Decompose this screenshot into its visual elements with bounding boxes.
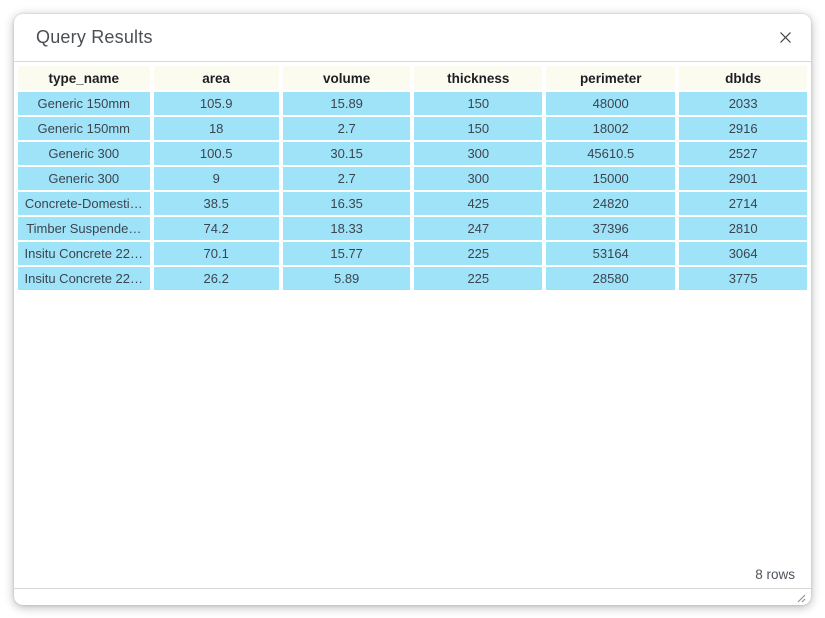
table-cell[interactable]: 48000 — [546, 92, 676, 115]
table-cell[interactable]: 74.2 — [153, 217, 279, 240]
table-cell[interactable]: 38.5 — [153, 192, 279, 215]
table-cell[interactable]: Generic 150mm — [18, 117, 150, 140]
table-cell[interactable]: 30.15 — [282, 142, 411, 165]
table-cell[interactable]: 2033 — [679, 92, 807, 115]
table-cell[interactable]: 16.35 — [282, 192, 411, 215]
table-body: Generic 150mm 105.9 15.89 150 48000 2033 Gener… — [18, 92, 807, 290]
table-cell[interactable]: 425 — [414, 192, 543, 215]
table-cell[interactable]: Insitu Concrete 22… — [18, 242, 150, 265]
table-row[interactable]: Generic 150mm 18 2.7 150 18002 2916 — [18, 117, 807, 140]
row-count-status: 8 rows — [14, 560, 811, 588]
table-cell[interactable]: Generic 300 — [18, 142, 150, 165]
table-cell[interactable]: 37396 — [546, 217, 676, 240]
table-cell[interactable]: 247 — [414, 217, 543, 240]
table-cell[interactable]: Generic 300 — [18, 167, 150, 190]
table-cell[interactable]: 2901 — [679, 167, 807, 190]
query-results-dialog: Query Results type_name ar — [14, 14, 811, 605]
dialog-title: Query Results — [36, 27, 153, 47]
table-cell[interactable]: 2714 — [679, 192, 807, 215]
column-header-thickness: thickness — [414, 66, 543, 90]
dialog-titlebar[interactable]: Query Results — [14, 14, 811, 62]
table-cell[interactable]: 24820 — [546, 192, 676, 215]
table-cell[interactable]: 225 — [414, 242, 543, 265]
table-cell[interactable]: 105.9 — [153, 92, 279, 115]
column-header-type_name: type_name — [18, 66, 150, 90]
table-cell[interactable]: Concrete-Domesti… — [18, 192, 150, 215]
table-cell[interactable]: 9 — [153, 167, 279, 190]
column-header-dbIds: dbIds — [679, 66, 807, 90]
table-header-row: type_name area volume thickness perimeter dbI… — [18, 66, 807, 90]
table-cell[interactable]: 150 — [414, 92, 543, 115]
table-cell[interactable]: 5.89 — [282, 267, 411, 290]
table-cell[interactable]: 18 — [153, 117, 279, 140]
empty-area — [14, 292, 811, 560]
dialog-content: type_name area volume thickness perimeter dbI… — [14, 62, 811, 588]
table-cell[interactable]: Insitu Concrete 22… — [18, 267, 150, 290]
resize-grip-icon[interactable] — [795, 592, 806, 603]
row-count-label: 8 rows — [755, 566, 795, 582]
column-header-volume: volume — [282, 66, 411, 90]
table-cell[interactable]: 15000 — [546, 167, 676, 190]
table-row[interactable]: Insitu Concrete 22… 70.1 15.77 225 53164 3064 — [18, 242, 807, 265]
table-cell[interactable]: 28580 — [546, 267, 676, 290]
table-cell[interactable]: 225 — [414, 267, 543, 290]
table-cell[interactable]: 26.2 — [153, 267, 279, 290]
table-row[interactable]: Generic 300 9 2.7 300 15000 2901 — [18, 167, 807, 190]
table-cell[interactable]: 300 — [414, 167, 543, 190]
table-cell[interactable]: Generic 150mm — [18, 92, 150, 115]
column-header-area: area — [153, 66, 279, 90]
table-row[interactable]: Concrete-Domesti… 38.5 16.35 425 24820 2714 — [18, 192, 807, 215]
table-cell[interactable]: 3775 — [679, 267, 807, 290]
table-cell[interactable]: 15.77 — [282, 242, 411, 265]
table-cell[interactable]: 45610.5 — [546, 142, 676, 165]
table-cell[interactable]: 300 — [414, 142, 543, 165]
table-cell[interactable]: 3064 — [679, 242, 807, 265]
table-cell[interactable]: 2527 — [679, 142, 807, 165]
table-cell[interactable]: 70.1 — [153, 242, 279, 265]
table-row[interactable]: Timber Suspende… 74.2 18.33 247 37396 2810 — [18, 217, 807, 240]
table-cell[interactable]: 100.5 — [153, 142, 279, 165]
table-cell[interactable]: 18.33 — [282, 217, 411, 240]
table-row[interactable]: Insitu Concrete 22… 26.2 5.89 225 28580 3775 — [18, 267, 807, 290]
table-cell[interactable]: 2.7 — [282, 117, 411, 140]
table-row[interactable]: Generic 150mm 105.9 15.89 150 48000 2033 — [18, 92, 807, 115]
dialog-footer — [14, 588, 811, 605]
table-cell[interactable]: 53164 — [546, 242, 676, 265]
table-cell[interactable]: 2.7 — [282, 167, 411, 190]
table-cell[interactable]: 2810 — [679, 217, 807, 240]
table-cell[interactable]: 150 — [414, 117, 543, 140]
column-header-perimeter: perimeter — [546, 66, 676, 90]
table-cell[interactable]: 2916 — [679, 117, 807, 140]
results-table: type_name area volume thickness perimeter dbI… — [14, 64, 811, 292]
table-cell[interactable]: Timber Suspende… — [18, 217, 150, 240]
table-row[interactable]: Generic 300 100.5 30.15 300 45610.5 2527 — [18, 142, 807, 165]
table-cell[interactable]: 18002 — [546, 117, 676, 140]
close-icon[interactable] — [773, 26, 797, 50]
table-cell[interactable]: 15.89 — [282, 92, 411, 115]
